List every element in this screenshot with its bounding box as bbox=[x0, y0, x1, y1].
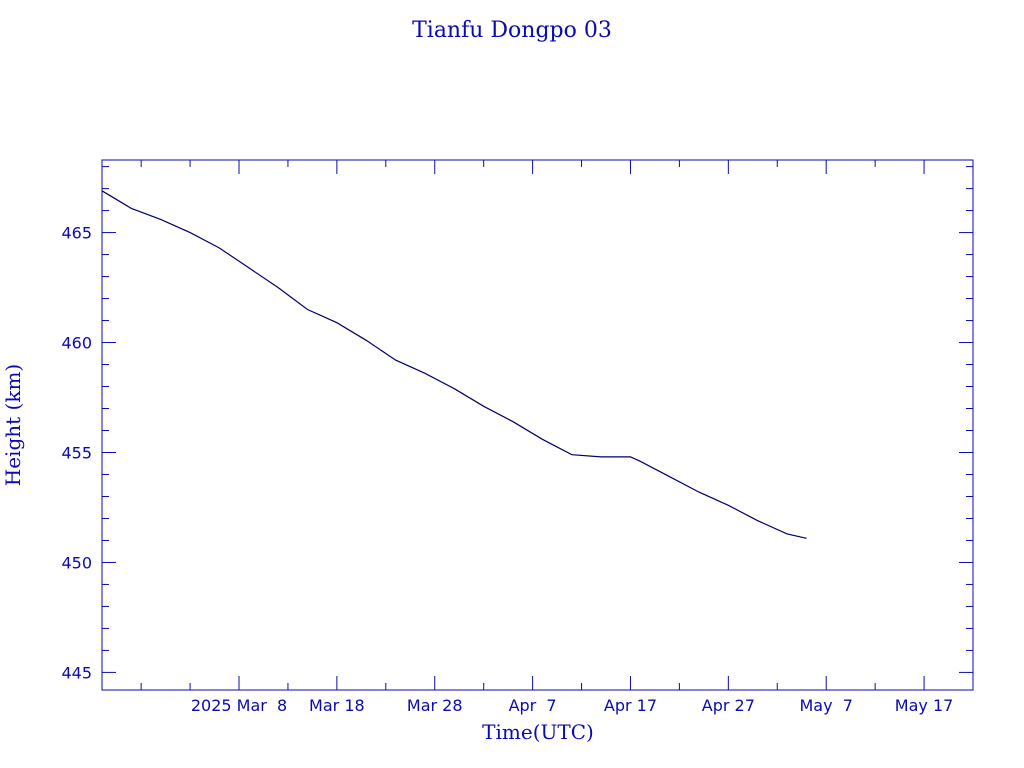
y-tick-label: 465 bbox=[61, 224, 92, 243]
x-tick-label: May 17 bbox=[895, 696, 954, 715]
x-tick-label: Apr 17 bbox=[604, 696, 657, 715]
chart-title: Tianfu Dongpo 03 bbox=[412, 18, 612, 43]
y-tick-label: 455 bbox=[61, 443, 92, 462]
y-tick-label: 450 bbox=[61, 553, 92, 572]
x-tick-label: Apr 27 bbox=[702, 696, 755, 715]
y-tick-label: 460 bbox=[61, 334, 92, 353]
axis-ticks bbox=[102, 160, 974, 690]
height-series-line bbox=[101, 190, 807, 539]
x-tick-label: Mar 18 bbox=[309, 696, 365, 715]
x-tick-label: 2025 Mar 8 bbox=[191, 696, 287, 715]
x-tick-label: Mar 28 bbox=[407, 696, 463, 715]
plot-frame bbox=[101, 159, 974, 691]
x-tick-labels: 2025 Mar 8 Mar 18 Mar 28 Apr 7 Apr 17 Apr 27 M… bbox=[191, 696, 953, 715]
x-axis-label: Time(UTC) bbox=[482, 720, 594, 744]
x-tick-label: Apr 7 bbox=[509, 696, 557, 715]
x-tick-label: May 7 bbox=[799, 696, 852, 715]
y-tick-label: 445 bbox=[61, 663, 92, 682]
y-tick-labels: 445 450 455 460 465 bbox=[61, 224, 92, 683]
y-axis-label: Height (km) bbox=[1, 364, 25, 486]
